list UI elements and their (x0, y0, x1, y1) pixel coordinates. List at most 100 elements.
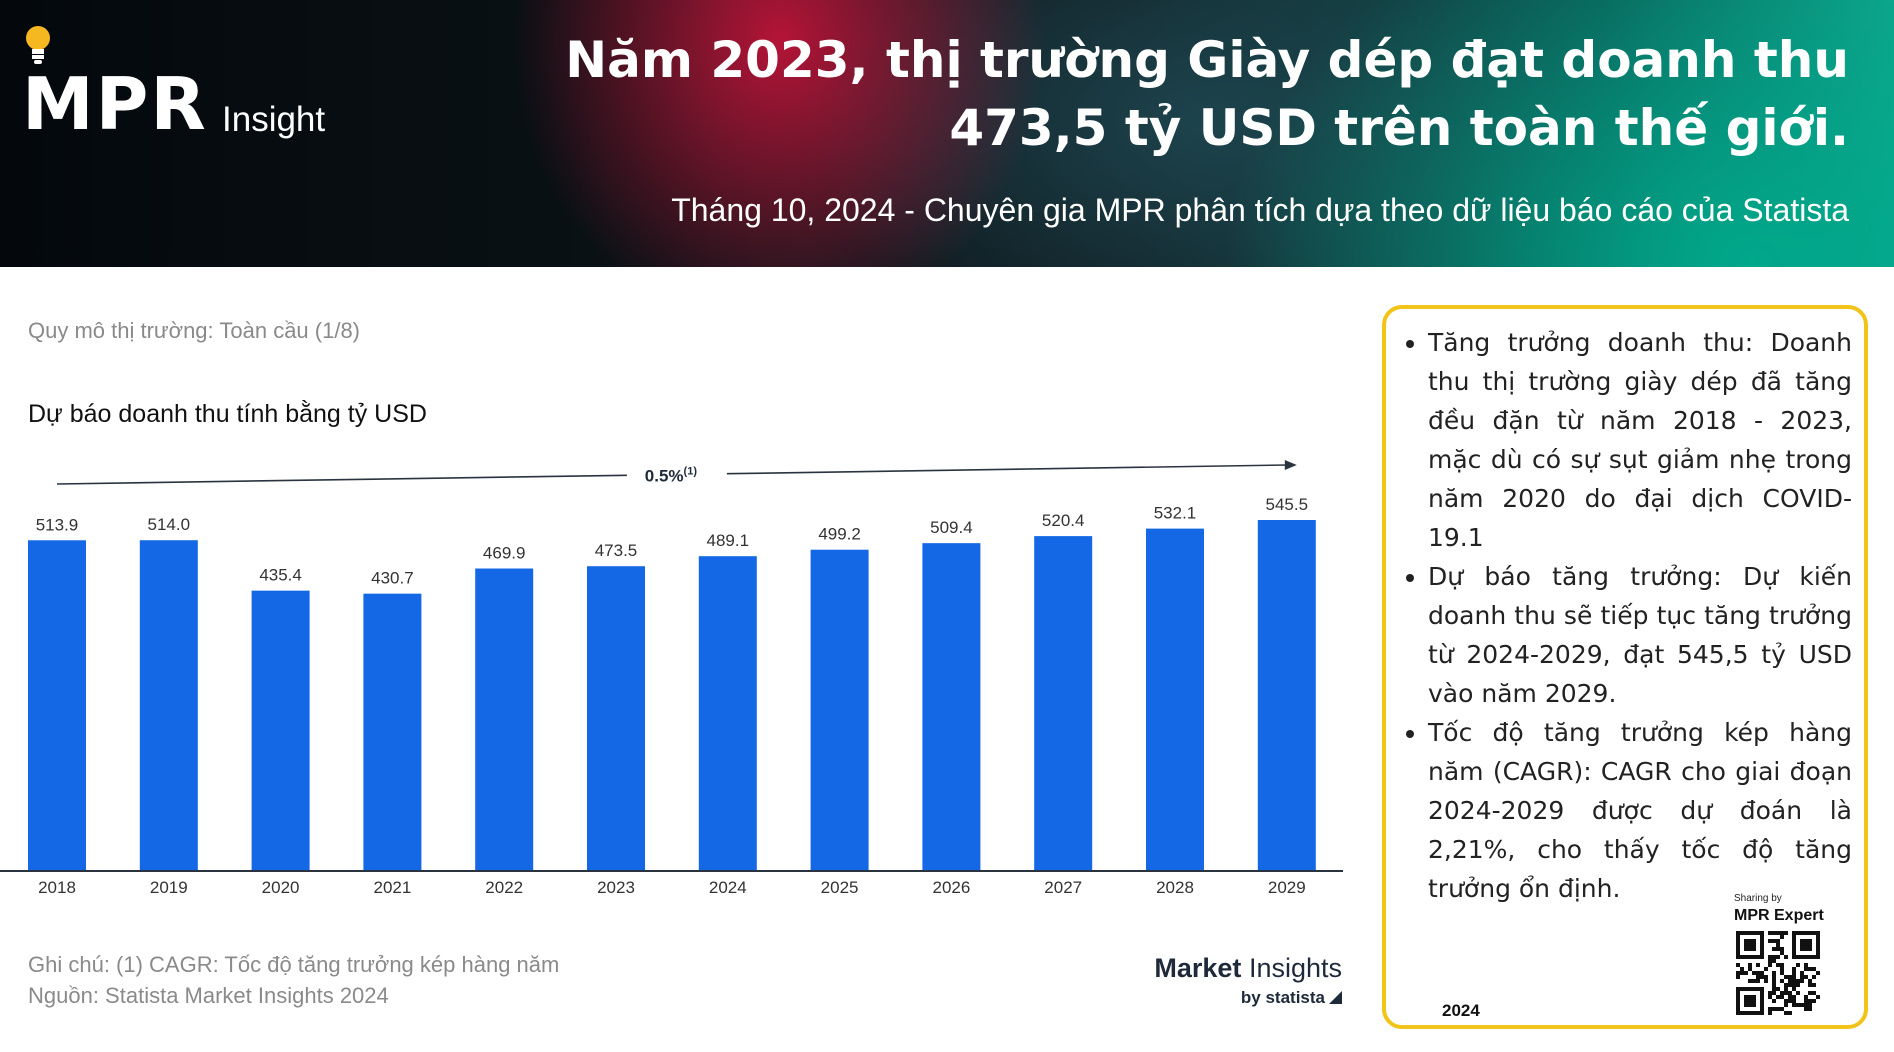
qr-module (1808, 1003, 1812, 1007)
qr-module (1780, 935, 1784, 939)
bar-2027 (1034, 536, 1093, 870)
qr-module (1796, 1003, 1800, 1007)
bar-2022 (475, 568, 534, 870)
market-size-caption: Quy mô thị trường: Toàn cầu (1/8) (28, 318, 361, 343)
bar-2018 (28, 540, 86, 870)
qr-module (1776, 931, 1780, 935)
data-label-2023: 473.5 (595, 541, 638, 560)
brand-market: Market (1154, 953, 1242, 983)
qr-module (1808, 991, 1812, 995)
qr-module (1812, 991, 1816, 995)
qr-module (1740, 971, 1744, 975)
qr-module (1760, 971, 1764, 975)
qr-module (1804, 995, 1808, 999)
qr-module (1808, 1007, 1812, 1011)
qr-module (1772, 959, 1776, 963)
qr-module (1776, 987, 1780, 991)
qr-module (1788, 995, 1792, 999)
x-tick-label-2025: 2025 (821, 878, 859, 897)
data-label-2020: 435.4 (259, 566, 302, 585)
qr-module (1780, 931, 1784, 935)
qr-module (1756, 963, 1760, 967)
x-tick-label-2020: 2020 (262, 878, 300, 897)
data-label-2021: 430.7 (371, 569, 414, 588)
qr-module (1792, 995, 1796, 999)
insight-list: Tăng trưởng doanh thu: Doanh thu thị trư… (1404, 323, 1852, 908)
mpr-expert-label: MPR Expert (1734, 907, 1824, 924)
qr-module (1772, 983, 1776, 987)
bar-2024 (698, 556, 757, 870)
qr-module (1768, 1007, 1772, 1011)
box-year: 2024 (1442, 1001, 1480, 1020)
brand-insights: Insights (1248, 953, 1342, 983)
qr-module (1800, 975, 1804, 979)
qr-module (1768, 1011, 1772, 1015)
qr-module (1804, 1003, 1808, 1007)
insight-box: Tăng trưởng doanh thu: Doanh thu thị trư… (1382, 305, 1868, 1029)
qr-module (1768, 991, 1772, 995)
insight-bullet-forecast: Dự báo tăng trưởng: Dự kiến doanh thu sẽ… (1404, 557, 1852, 713)
qr-module (1800, 971, 1804, 975)
qr-module (1768, 931, 1772, 935)
lightbulb-icon (26, 26, 50, 64)
x-tick-label-2023: 2023 (597, 878, 635, 897)
qr-module (1788, 983, 1792, 987)
logo-mpr-text: MPR (22, 62, 208, 146)
qr-module (1800, 979, 1804, 983)
qr-module (1788, 975, 1792, 979)
chart-source: Nguồn: Statista Market Insights 2024 (28, 983, 389, 1008)
qr-module (1792, 971, 1796, 975)
x-tick-label-2028: 2028 (1156, 878, 1194, 897)
qr-module (1788, 979, 1792, 983)
qr-module (1772, 975, 1776, 979)
data-label-2022: 469.9 (483, 544, 526, 563)
qr-module (1808, 999, 1812, 1003)
qr-finder-core (1744, 939, 1756, 951)
data-label-2028: 532.1 (1154, 504, 1197, 523)
insight-bullet-revenue-growth: Tăng trưởng doanh thu: Doanh thu thị trư… (1404, 323, 1852, 557)
qr-module (1748, 963, 1752, 967)
data-label-2029: 545.5 (1266, 495, 1309, 514)
data-label-2024: 489.1 (707, 531, 750, 550)
qr-module (1772, 1007, 1776, 1011)
cagr-value: 0.5% (645, 467, 684, 486)
x-tick-label-2019: 2019 (150, 878, 188, 897)
qr-module (1788, 991, 1792, 995)
qr-module (1736, 971, 1740, 975)
qr-module (1780, 947, 1784, 951)
qr-module (1804, 1007, 1808, 1011)
qr-module (1816, 995, 1820, 999)
qr-module (1764, 967, 1768, 971)
qr-module (1796, 983, 1800, 987)
chart-note: Ghi chú: (1) CAGR: Tốc độ tăng trưởng ké… (28, 952, 560, 977)
qr-module (1796, 991, 1800, 995)
qr-module (1812, 967, 1816, 971)
qr-module (1784, 975, 1788, 979)
qr-module (1776, 963, 1780, 967)
qr-module (1784, 1003, 1788, 1007)
qr-module (1800, 1003, 1804, 1007)
x-tick-label-2027: 2027 (1044, 878, 1082, 897)
data-label-2019: 514.0 (148, 515, 191, 534)
qr-code-icon[interactable] (1736, 931, 1820, 1015)
qr-module (1784, 983, 1788, 987)
bar-2019 (139, 540, 198, 870)
qr-module (1776, 1007, 1780, 1011)
qr-module (1772, 987, 1776, 991)
qr-module (1768, 963, 1772, 967)
qr-module (1772, 999, 1776, 1003)
qr-finder-core (1800, 939, 1812, 951)
qr-module (1780, 979, 1784, 983)
qr-module (1796, 979, 1800, 983)
mpr-logo[interactable]: MPR Insight (22, 24, 342, 154)
qr-module (1772, 947, 1776, 951)
data-label-2026: 509.4 (930, 518, 973, 537)
qr-module (1780, 963, 1784, 967)
qr-module (1780, 995, 1784, 999)
qr-module (1808, 979, 1812, 983)
qr-module (1752, 979, 1756, 983)
qr-module (1780, 971, 1784, 975)
qr-module (1804, 999, 1808, 1003)
qr-module (1804, 975, 1808, 979)
header-banner: MPR Insight Năm 2023, thị trường Giày dé… (0, 0, 1894, 267)
